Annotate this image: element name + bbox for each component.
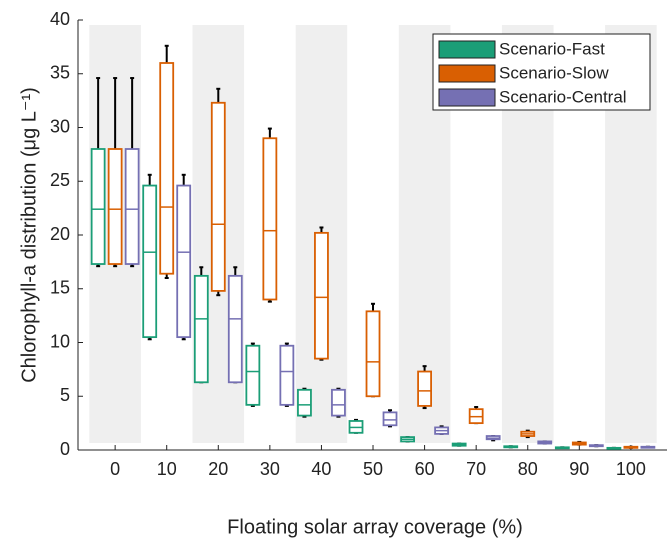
y-tick-label: 10 [50,331,70,351]
x-tick-label: 90 [569,459,589,479]
legend-label: Scenario-Slow [499,63,609,82]
y-tick-label: 30 [50,116,70,136]
y-axis-label: Chlorophyll-a distribution (μg L⁻¹) [18,87,40,383]
box [193,274,209,384]
x-tick-label: 70 [466,459,486,479]
box [297,388,312,417]
box [227,274,243,384]
box [159,62,175,275]
box [262,137,278,301]
y-tick-label: 40 [50,9,70,29]
x-axis-label: Floating solar array coverage (%) [227,516,523,538]
y-tick-label: 15 [50,278,70,298]
x-tick-label: 10 [157,459,177,479]
box [365,310,381,398]
x-tick-label: 30 [260,459,280,479]
y-tick-label: 25 [50,170,70,190]
y-tick-label: 35 [50,63,70,83]
box [417,370,432,407]
legend-label: Scenario-Central [499,87,627,106]
box [382,411,398,427]
x-tick-label: 20 [208,459,228,479]
box [90,148,106,265]
box [245,344,261,406]
legend-label: Scenario-Fast [499,39,605,58]
legend-swatch [438,64,496,83]
y-tick-label: 20 [50,224,70,244]
x-tick-label: 0 [110,459,120,479]
box [314,231,329,360]
x-tick-label: 80 [518,459,538,479]
box [331,388,346,417]
box [210,101,226,292]
box [279,344,295,406]
x-tick-label: 60 [415,459,435,479]
box [176,184,192,339]
box [107,148,123,265]
x-tick-label: 50 [363,459,383,479]
box [124,148,140,265]
x-tick-label: 100 [616,459,646,479]
y-tick-label: 5 [60,385,70,405]
x-tick-label: 40 [311,459,331,479]
y-tick-label: 0 [60,439,70,459]
legend-swatch [438,88,496,107]
legend-swatch [438,40,496,59]
box [142,184,158,339]
